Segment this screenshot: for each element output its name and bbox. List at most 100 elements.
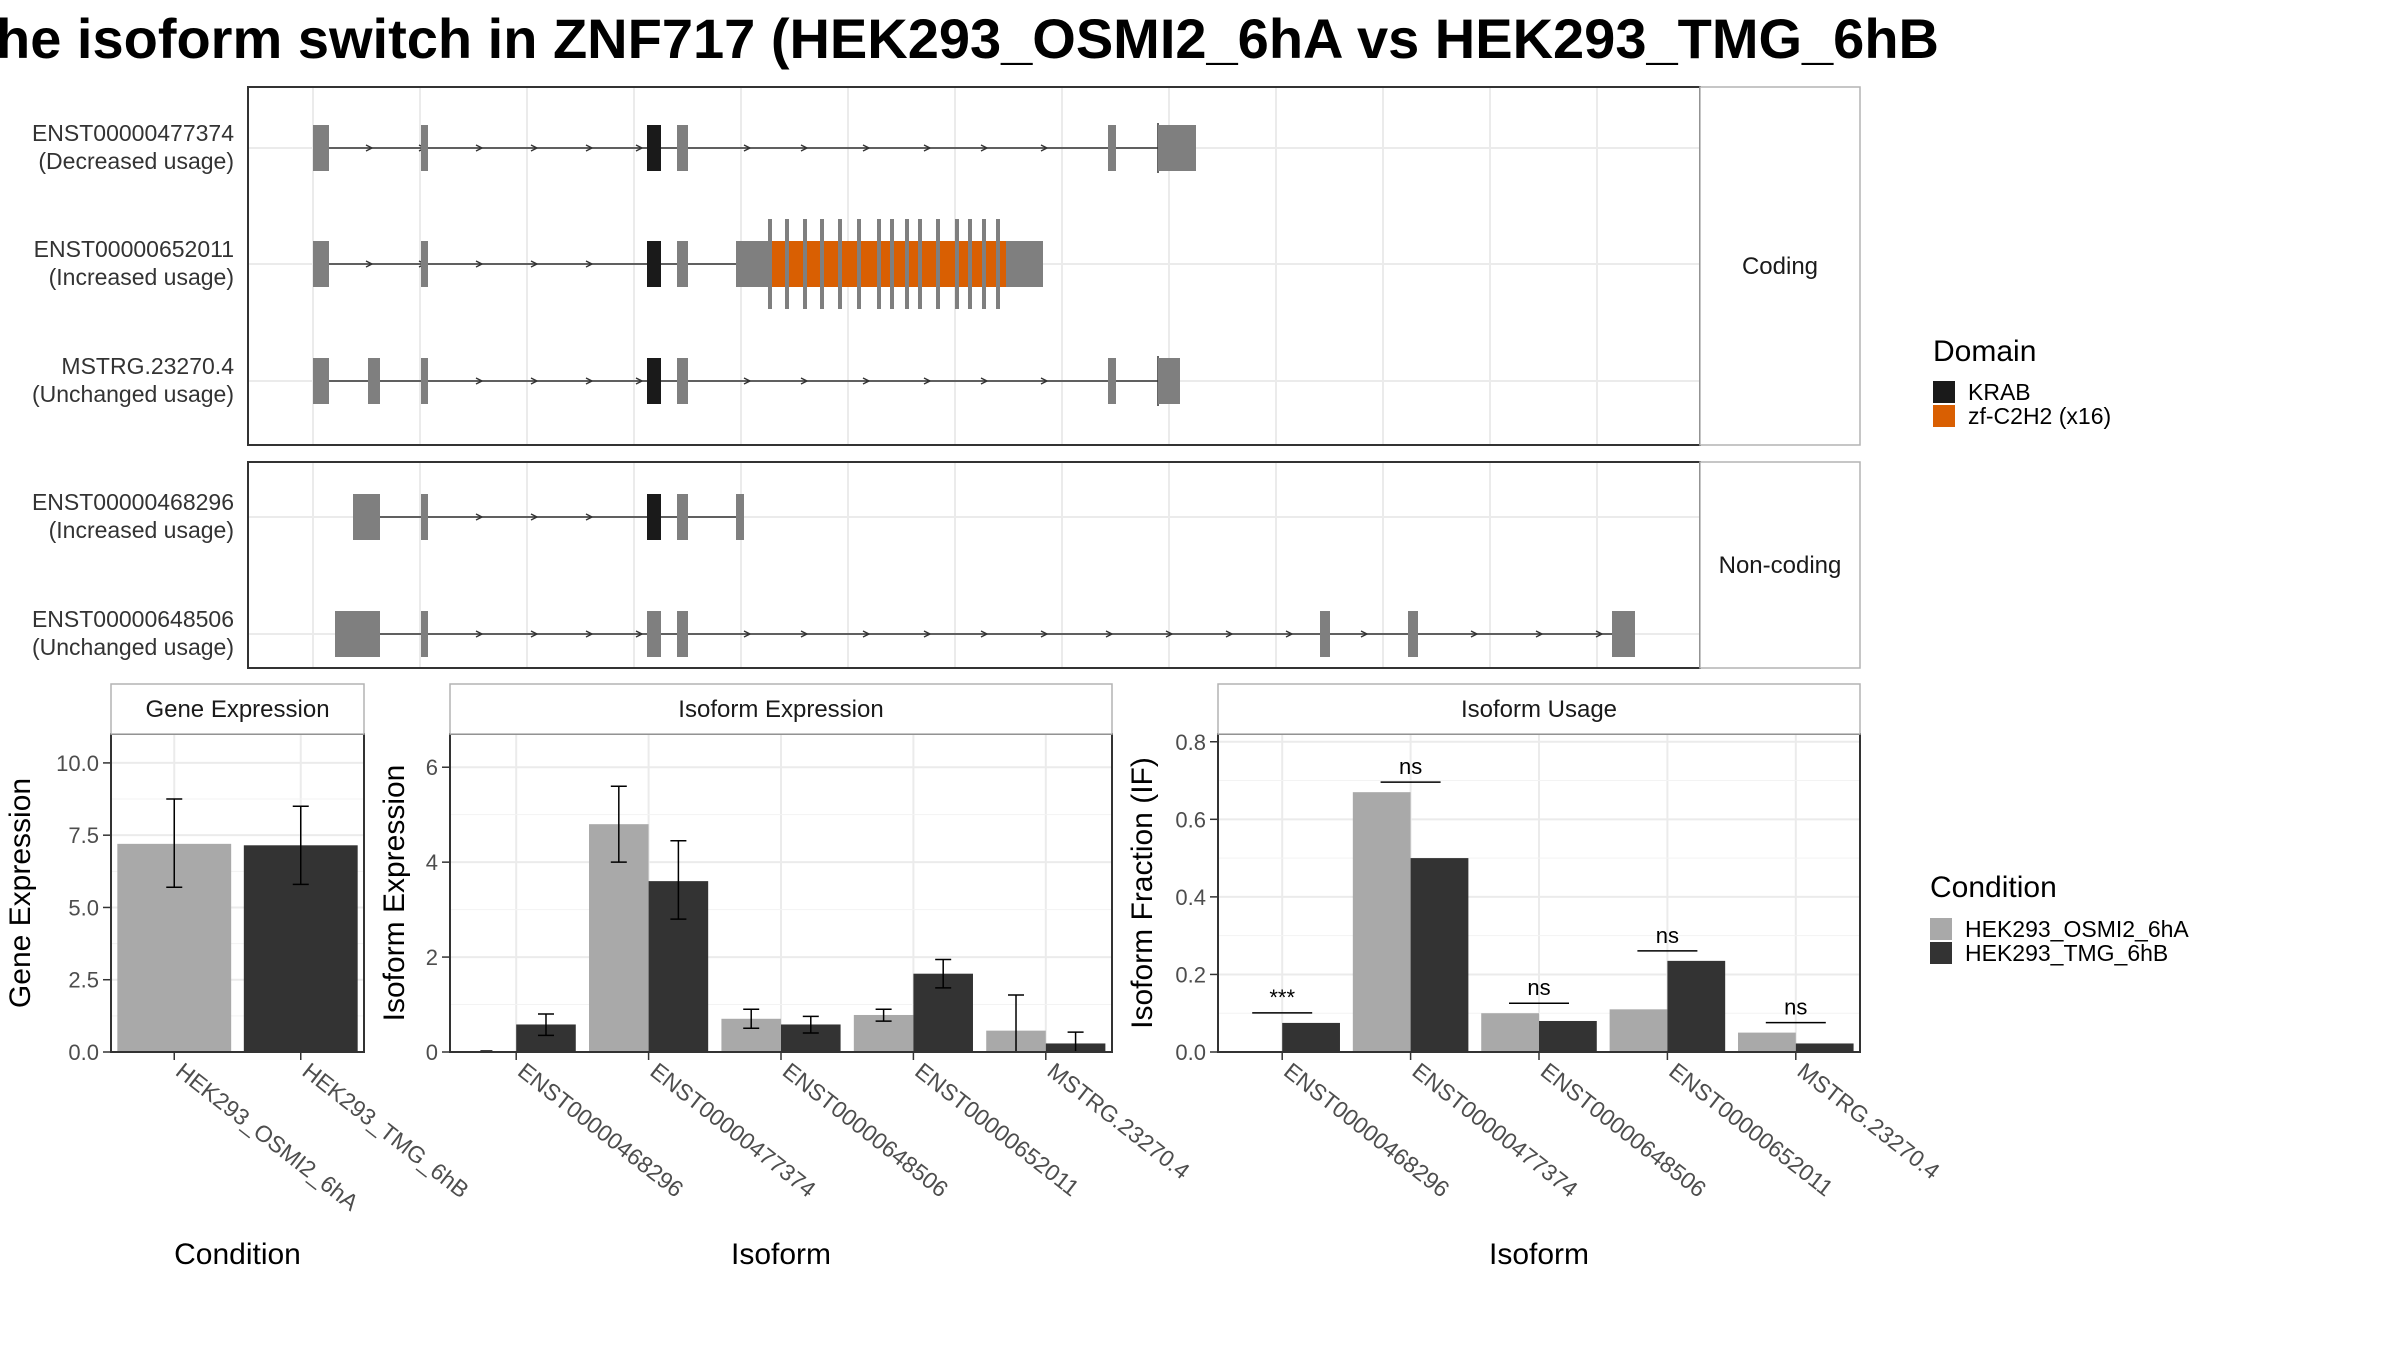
direction-arrow	[635, 144, 644, 152]
y-tick-label: 0.0	[1175, 1040, 1206, 1065]
krab-domain	[647, 125, 661, 171]
bar-HEK293_TMG_6hB	[1667, 960, 1726, 1052]
y-tick-label: 0.4	[1175, 885, 1206, 910]
direction-arrow	[800, 377, 809, 385]
direction-arrow	[365, 260, 374, 268]
direction-arrow	[1535, 630, 1544, 638]
direction-arrow	[530, 513, 539, 521]
direction-arrow	[1470, 630, 1479, 638]
exon	[353, 494, 380, 540]
direction-arrow	[365, 144, 374, 152]
y-tick-label: 0.8	[1175, 730, 1206, 755]
bar-HEK293_OSMI2_6hA	[1352, 792, 1411, 1052]
domain-separator	[968, 219, 972, 309]
direction-arrow	[923, 377, 932, 385]
zf-c2h2-domain	[768, 241, 1006, 287]
condition-legend-label: HEK293_TMG_6hB	[1965, 940, 2168, 966]
y-tick-label: 0.2	[1175, 962, 1206, 987]
exon	[677, 494, 688, 540]
bar-HEK293_TMG_6hB	[1539, 1020, 1597, 1052]
direction-arrow	[1225, 630, 1234, 638]
y-axis-title: Isoform Expression	[378, 765, 411, 1022]
transcript-ENST00000468296: ENST00000468296(Increased usage)	[32, 489, 744, 543]
domain-separator	[905, 219, 909, 309]
y-tick-label: 0.6	[1175, 807, 1206, 832]
direction-arrow	[635, 630, 644, 638]
direction-arrow	[475, 260, 484, 268]
direction-arrow	[923, 630, 932, 638]
direction-arrow	[475, 377, 484, 385]
y-tick-label: 2.5	[68, 968, 99, 993]
domain-legend-swatch	[1933, 381, 1955, 403]
exon	[313, 358, 329, 404]
y-tick-label: 2	[426, 945, 438, 970]
direction-arrow	[1040, 630, 1049, 638]
transcript-ENST00000648506: ENST00000648506(Unchanged usage)	[32, 606, 1635, 660]
transcript-id-label: ENST00000648506	[32, 606, 234, 632]
expression-charts: 0.02.55.07.510.0HEK293_OSMI2_6hAHEK293_T…	[4, 683, 1945, 1271]
direction-arrow	[800, 630, 809, 638]
chart-title-strip	[1217, 683, 1861, 735]
domain-separator	[803, 219, 807, 309]
domain-legend-label: zf-C2H2 (x16)	[1968, 403, 2111, 429]
domain-separator	[918, 219, 922, 309]
domain-separator	[996, 219, 1000, 309]
direction-arrow	[475, 513, 484, 521]
transcript-usage-label: (Unchanged usage)	[32, 634, 234, 660]
condition-legend-swatch	[1930, 918, 1952, 940]
direction-arrow	[980, 630, 989, 638]
chart-1: 0246ENST00000468296ENST00000477374ENST00…	[378, 683, 1195, 1271]
transcript-ENST00000477374: ENST00000477374(Decreased usage)	[32, 120, 1196, 174]
domain-separator	[890, 219, 894, 309]
bar-HEK293_OSMI2_6hA	[1481, 1013, 1539, 1052]
direction-arrow	[862, 144, 871, 152]
facet-strip	[1699, 86, 1861, 446]
exon	[1320, 611, 1330, 657]
domain-legend-swatch	[1933, 405, 1955, 427]
x-axis-title: Condition	[174, 1238, 301, 1271]
direction-arrow	[530, 377, 539, 385]
exon	[1612, 611, 1635, 657]
direction-arrow	[585, 513, 594, 521]
exon	[677, 358, 688, 404]
transcript-structure-panel: ENST00000477374(Decreased usage) ENST0000…	[32, 86, 1861, 669]
exon	[368, 358, 380, 404]
exon	[647, 611, 661, 657]
significance-label: ns	[1527, 975, 1550, 1000]
exon	[677, 125, 688, 171]
exon	[677, 241, 688, 287]
direction-arrow	[1595, 630, 1604, 638]
transcript-usage-label: (Unchanged usage)	[32, 381, 234, 407]
significance-label: ns	[1399, 754, 1422, 779]
direction-arrow	[1360, 630, 1369, 638]
exon	[313, 241, 329, 287]
transcript-id-label: ENST00000468296	[32, 489, 234, 515]
direction-arrow	[585, 630, 594, 638]
domain-separator	[857, 219, 861, 309]
direction-arrow	[1285, 630, 1294, 638]
direction-arrow	[585, 377, 594, 385]
domain-separator	[768, 219, 772, 309]
bar-HEK293_TMG_6hB	[1795, 1043, 1854, 1052]
y-tick-label: 10.0	[56, 751, 99, 776]
bar-HEK293_TMG_6hB	[1410, 858, 1469, 1052]
significance-label: ***	[1269, 985, 1295, 1010]
domain-legend-title: Domain	[1933, 335, 2036, 368]
direction-arrow	[1105, 630, 1114, 638]
facet-strip	[1699, 461, 1861, 669]
y-tick-label: 0	[426, 1040, 438, 1065]
transcript-id-label: MSTRG.23270.4	[61, 353, 234, 379]
exon	[1108, 125, 1116, 171]
condition-legend-title: Condition	[1930, 871, 2057, 904]
y-tick-label: 0.0	[68, 1040, 99, 1065]
exon	[335, 611, 380, 657]
direction-arrow	[530, 144, 539, 152]
direction-arrow	[530, 630, 539, 638]
domain-separator	[877, 219, 881, 309]
chart-title-strip	[449, 683, 1113, 735]
exon	[421, 358, 428, 404]
exon	[677, 611, 688, 657]
structure-group-1: ENST00000468296(Increased usage)ENST0000…	[32, 461, 1861, 669]
bar-HEK293_OSMI2_6hA	[1609, 1009, 1668, 1052]
direction-arrow	[475, 144, 484, 152]
